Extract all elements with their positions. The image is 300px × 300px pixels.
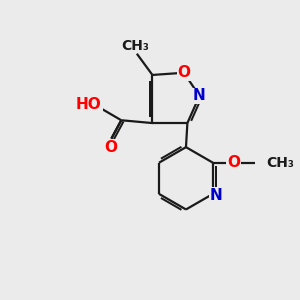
Text: HO: HO [76,98,102,112]
Text: O: O [177,65,190,80]
Text: CH₃: CH₃ [122,39,149,53]
Text: O: O [227,155,240,170]
Text: CH₃: CH₃ [266,156,294,170]
Text: N: N [193,88,206,104]
Text: O: O [104,140,117,155]
Text: N: N [209,188,222,203]
